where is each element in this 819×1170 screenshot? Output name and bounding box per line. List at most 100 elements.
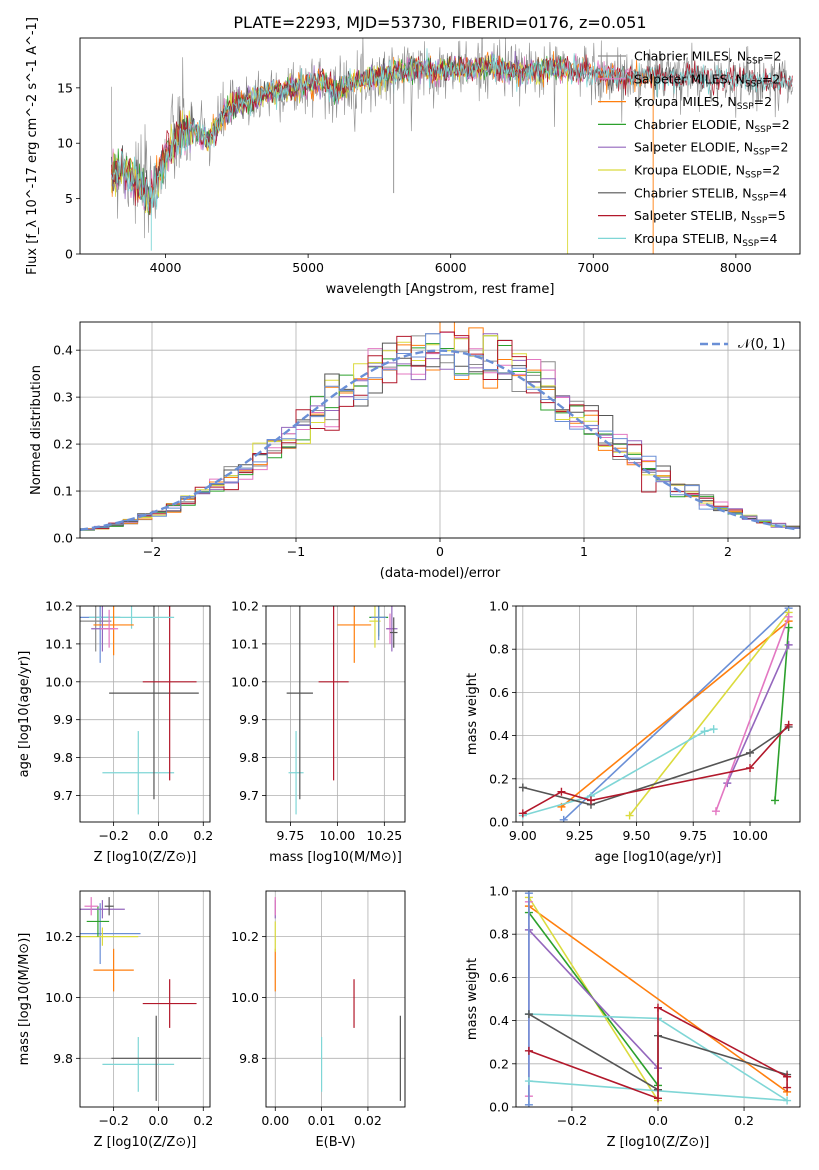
x-tick-label: 0.00 xyxy=(261,1113,289,1128)
subscript: SSP xyxy=(742,239,759,249)
weight-line xyxy=(522,724,790,815)
weight-line xyxy=(522,728,714,817)
x-tick-label: 5000 xyxy=(292,260,324,275)
x-tick-label: 1 xyxy=(580,544,588,559)
normal-curve xyxy=(80,349,798,531)
weight-line xyxy=(774,627,790,801)
y-tick-label: 9.7 xyxy=(53,788,73,803)
axes-frame xyxy=(79,37,801,255)
weight-marker xyxy=(559,815,568,822)
plot-area xyxy=(80,897,202,1101)
y-tick-label: 10.1 xyxy=(45,636,73,651)
y-tick-label: 9.8 xyxy=(239,750,259,765)
x-tick-label: −2 xyxy=(143,544,161,559)
y-tick-label: 10.0 xyxy=(45,674,73,689)
spectrum-line xyxy=(111,48,793,211)
legend-value: =2 xyxy=(770,140,788,155)
weight-marker xyxy=(524,1100,533,1107)
x-axis-label: wavelength [Angstrom, rest frame] xyxy=(326,282,555,297)
y-tick-label: 10.2 xyxy=(45,599,73,614)
axes-frame xyxy=(79,321,801,539)
legend-value: =4 xyxy=(769,185,787,200)
y-tick-label: 0.2 xyxy=(489,1056,509,1071)
grid xyxy=(266,891,405,1107)
axes-frame xyxy=(515,890,801,1108)
plot-area xyxy=(286,606,398,815)
panel-age-vs-Z: −0.2 0.0 0.2 9.7 9.8 9.9 10.0 10.1 10.2 Z [log10(… xyxy=(17,599,213,866)
figure-title: PLATE=2293, MJD=53730, FIBERID=0176, z=0… xyxy=(233,13,646,32)
weight-line xyxy=(726,644,790,784)
x-tick-label: 0.02 xyxy=(354,1113,382,1128)
y-tick-label: 9.9 xyxy=(239,712,259,727)
weight-marker xyxy=(518,809,527,818)
weight-marker xyxy=(783,1096,792,1105)
legend-label: Kroupa STELIB, NSSP=4 xyxy=(634,231,778,249)
plot-area xyxy=(274,897,401,1101)
x-tick-label: 10.00 xyxy=(732,828,768,843)
y-tick-label: 0.8 xyxy=(489,642,509,657)
x-tick-label: 6000 xyxy=(435,260,467,275)
y-axis-label: age [log10(age/yr)] xyxy=(17,651,32,778)
panel-spectrum: 4000 5000 6000 7000 8000 0 5 10 15 wavelength [An… xyxy=(25,17,801,297)
x-axis-label: E(B-V) xyxy=(315,1135,355,1150)
x-axis-label: Z [log10(Z/Z⊙)] xyxy=(607,1135,710,1150)
plot-area xyxy=(111,38,794,254)
y-tick-label: 9.8 xyxy=(53,1051,73,1066)
weight-marker xyxy=(524,891,533,898)
x-axis-label: Z [log10(Z/Z⊙)] xyxy=(94,850,197,865)
x-tick-label: 10.25 xyxy=(366,828,402,843)
y-tick-label: 0.4 xyxy=(489,728,509,743)
axes-frame xyxy=(265,605,406,823)
x-tick-label: 9.75 xyxy=(679,828,707,843)
x-tick-label: −1 xyxy=(287,544,305,559)
y-axis-label: mass weight xyxy=(465,958,480,1040)
weight-marker xyxy=(700,727,709,736)
weight-marker xyxy=(557,787,566,796)
weight-marker xyxy=(746,764,755,772)
weight-line xyxy=(522,726,790,806)
panel-residual-histogram: −2 −1 0 1 2 0.0 0.1 0.2 0.3 0.4 (data-model)/error… xyxy=(29,321,801,581)
y-axis-label: mass weight xyxy=(465,673,480,755)
x-tick-label: 0.2 xyxy=(193,1113,213,1128)
weight-marker xyxy=(586,796,595,805)
x-tick-label: −0.2 xyxy=(557,1113,587,1128)
weight-marker xyxy=(783,1083,792,1092)
y-tick-label: 0.2 xyxy=(53,437,73,452)
grid xyxy=(80,891,210,1107)
y-tick-label: 10.0 xyxy=(231,674,259,689)
grid xyxy=(80,605,210,822)
y-tick-label: 9.8 xyxy=(53,750,73,765)
y-tick-label: 0.0 xyxy=(53,531,73,546)
weight-line xyxy=(528,929,659,1069)
legend-label: Salpeter STELIB, NSSP=5 xyxy=(634,208,786,226)
weight-marker xyxy=(524,1077,533,1086)
x-tick-label: 2 xyxy=(724,544,732,559)
legend-value: =5 xyxy=(767,208,785,223)
plot-area xyxy=(524,891,792,1107)
y-tick-label: 0.6 xyxy=(489,970,509,985)
weight-marker xyxy=(654,1003,662,1012)
y-tick-label: 0.6 xyxy=(489,685,509,700)
panel-mass-vs-Z: −0.2 0.0 0.2 9.8 10.0 10.2 Z [log10(Z/Z⊙)] mass… xyxy=(17,890,213,1150)
legend-label: 𝒩(0, 1) xyxy=(738,337,785,352)
weight-marker xyxy=(518,783,527,792)
y-axis-label: Normed distribution xyxy=(29,365,44,495)
x-tick-label: −0.2 xyxy=(98,828,128,843)
weight-line xyxy=(560,620,790,808)
y-tick-label: 10.2 xyxy=(231,599,259,614)
weight-marker xyxy=(784,640,793,649)
legend-value: =2 xyxy=(763,49,781,64)
weight-marker xyxy=(524,1046,533,1055)
y-tick-label: 0.4 xyxy=(489,1013,509,1028)
y-tick-label: 10.2 xyxy=(45,929,73,944)
y-tick-label: 0.1 xyxy=(53,484,73,499)
axes-frame xyxy=(515,605,801,823)
weight-marker xyxy=(524,1010,533,1019)
plot-area xyxy=(518,606,793,822)
y-tick-label: 0.3 xyxy=(53,390,73,405)
subscript: SSP xyxy=(737,102,754,112)
y-tick-label: 9.9 xyxy=(53,712,73,727)
x-tick-label: 0 xyxy=(436,544,444,559)
y-tick-label: 9.8 xyxy=(239,1051,259,1066)
legend-value: =2 xyxy=(754,94,772,109)
